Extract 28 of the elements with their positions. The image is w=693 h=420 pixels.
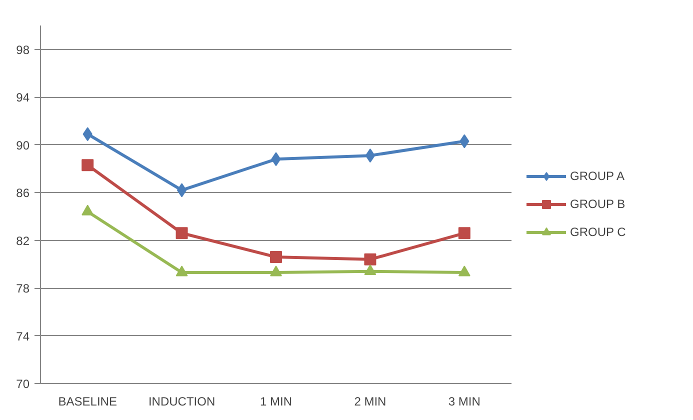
- point: [458, 227, 470, 240]
- point: [176, 266, 188, 276]
- point: [364, 253, 376, 266]
- point: [82, 204, 94, 216]
- y-tick-label: 90: [16, 138, 30, 152]
- y-tick-label: 98: [16, 42, 30, 57]
- y-tick-label: 70: [16, 377, 30, 391]
- point: [176, 183, 187, 198]
- point: [458, 266, 470, 276]
- point: [270, 266, 282, 276]
- y-tick-label: 86: [16, 186, 30, 200]
- y-tick-label: 74: [16, 329, 30, 344]
- x-tick-label: BASELINE: [58, 394, 117, 408]
- x-tick-label: INDUCTION: [148, 394, 216, 408]
- point: [82, 159, 94, 172]
- y-tick-label: 78: [16, 282, 30, 296]
- point: [270, 251, 282, 264]
- y-tick-label: 94: [16, 90, 30, 105]
- x-tick-label: 1 MIN: [260, 394, 292, 408]
- point: [176, 227, 188, 240]
- x-tick-label: 2 MIN: [354, 394, 386, 408]
- point: [365, 148, 376, 163]
- x-tick-label: 3 MIN: [448, 394, 480, 408]
- legend-label: GROUP A: [570, 169, 624, 183]
- legend-label: GROUP C: [570, 225, 626, 239]
- y-tick-label: 82: [16, 234, 30, 248]
- point: [364, 264, 376, 275]
- legend-label: GROUP B: [570, 197, 626, 211]
